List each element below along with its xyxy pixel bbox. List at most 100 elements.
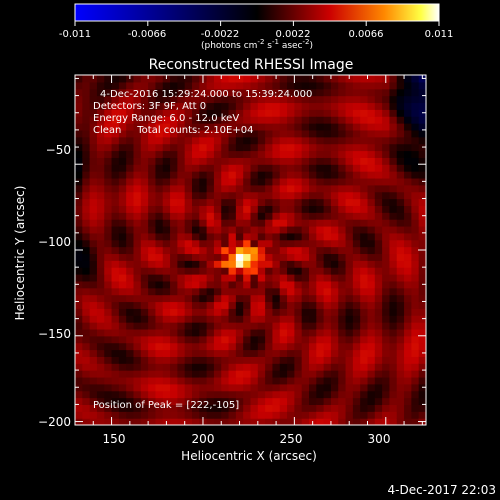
heatmap-pixel [126,267,135,275]
heatmap-pixel [126,308,135,316]
heatmap-pixel [235,219,244,227]
heatmap-pixel [345,171,354,179]
heatmap-pixel [287,205,295,213]
heatmap-pixel [155,177,164,186]
heatmap-pixel [382,95,391,104]
heatmap-pixel [330,253,339,261]
heatmap-pixel [199,205,208,213]
heatmap-pixel [148,205,157,213]
heatmap-pixel [148,123,157,131]
heatmap-pixel [257,267,266,275]
heatmap-pixel [192,335,200,344]
heatmap-pixel [177,191,186,200]
heatmap-pixel [323,301,332,309]
heatmap-pixel [199,225,208,234]
heatmap-pixel [170,129,178,138]
heatmap-pixel [287,390,295,399]
heatmap-pixel [126,342,135,351]
heatmap-pixel [104,328,113,337]
heatmap-pixel [184,205,193,213]
heatmap-pixel [199,315,208,323]
heatmap-pixel [162,150,171,158]
heatmap-pixel [396,253,405,261]
heatmap-pixel [265,232,274,241]
heatmap-pixel [352,335,361,344]
heatmap-pixel [301,102,310,110]
heatmap-pixel [243,397,252,406]
heatmap-pixel [272,95,281,104]
heatmap-pixel [162,370,171,378]
heatmap-pixel [257,301,266,309]
heatmap-pixel [265,150,274,158]
heatmap-pixel [338,322,347,330]
heatmap-pixel [279,308,288,316]
heatmap-pixel [199,81,208,90]
heatmap-pixel [213,356,222,364]
heatmap-pixel [243,102,252,110]
heatmap-pixel [170,136,178,145]
heatmap-pixel [411,315,420,323]
heatmap-pixel [411,274,420,282]
heatmap-pixel [243,418,252,425]
heatmap-pixel [287,418,295,425]
heatmap-pixel [89,260,98,268]
heatmap-pixel [294,390,303,399]
heatmap-pixel [257,102,266,110]
heatmap-pixel [170,287,178,296]
heatmap-pixel [228,390,237,399]
heatmap-pixel [177,376,186,385]
heatmap-pixel [287,411,295,419]
heatmap-pixel [279,109,288,117]
heatmap-pixel [184,157,193,165]
heatmap-pixel [126,328,135,337]
heatmap-pixel [367,143,376,152]
heatmap-pixel [301,287,310,296]
heatmap-pixel [257,322,266,330]
heatmap-pixel [228,376,237,385]
heatmap-pixel [257,246,266,255]
heatmap-pixel [155,274,164,282]
heatmap-pixel [104,280,113,289]
heatmap-pixel [287,191,295,200]
heatmap-pixel [243,253,252,261]
heatmap-pixel [272,308,281,316]
heatmap-pixel [360,123,369,131]
heatmap-pixel [155,370,164,378]
heatmap-image [75,75,426,425]
heatmap-pixel [338,157,347,165]
heatmap-pixel [345,150,354,158]
heatmap-pixel [206,328,215,337]
heatmap-pixel [206,363,215,371]
heatmap-pixel [272,102,281,110]
heatmap-pixel [250,171,259,179]
heatmap-pixel [177,116,186,124]
heatmap-pixel [96,308,105,316]
heatmap-pixel [111,198,120,206]
heatmap-pixel [104,116,113,124]
heatmap-pixel [374,301,383,309]
heatmap-pixel [126,301,135,309]
heatmap-pixel [352,232,361,241]
heatmap-pixel [374,198,383,206]
heatmap-pixel [192,88,200,97]
heatmap-pixel [184,164,193,172]
axis-ticks [75,75,426,425]
heatmap-pixel [360,274,369,282]
heatmap-pixel [309,376,317,385]
heatmap-pixel [367,404,376,412]
heatmap-pixel [89,184,98,193]
heatmap-pixel [89,143,98,152]
heatmap-pixel [316,335,325,344]
heatmap-pixel [374,274,383,282]
heatmap-pixel [294,184,303,193]
heatmap-pixel [162,219,171,227]
heatmap-pixel [170,225,178,234]
heatmap-pixel [89,81,98,90]
heatmap-pixel [287,88,295,97]
heatmap-pixel [411,301,420,309]
heatmap-pixel [352,370,361,378]
heatmap-pixel [184,143,193,152]
heatmap-pixel [382,280,391,289]
heatmap-pixel [382,390,391,399]
heatmap-pixel [199,356,208,364]
